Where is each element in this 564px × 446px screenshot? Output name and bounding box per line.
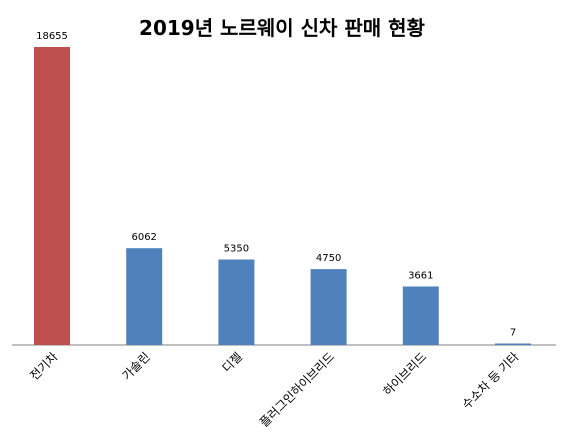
value-label-2: 5350 — [224, 244, 249, 255]
bars-group — [34, 47, 531, 345]
value-label-4: 3661 — [408, 271, 433, 282]
value-label-1: 6062 — [131, 232, 156, 243]
value-labels-group: 18655 6062 5350 4750 3661 7 — [36, 31, 516, 339]
category-label-3: 플러그인하이브리드 — [257, 350, 337, 430]
category-label-0: 전기차 — [27, 350, 60, 383]
category-label-1: 가솔린 — [119, 350, 152, 383]
bar-3 — [310, 269, 347, 345]
bar-4 — [402, 286, 439, 345]
chart-title: 2019년 노르웨이 신차 판매 현황 — [139, 16, 425, 40]
bar-1 — [126, 248, 163, 345]
value-label-5: 7 — [510, 328, 516, 339]
category-label-2: 디젤 — [219, 350, 245, 376]
category-label-5: 수소차 등 기타 — [459, 350, 521, 412]
category-labels-group: 전기차 가솔린 디젤 플러그인하이브리드 하이브리드 수소차 등 기타 — [27, 350, 521, 430]
value-label-3: 4750 — [316, 253, 341, 264]
bar-2 — [218, 259, 255, 345]
bar-5 — [495, 343, 531, 345]
value-label-0: 18655 — [36, 31, 68, 42]
category-label-4: 하이브리드 — [380, 350, 429, 399]
bar-0 — [34, 47, 70, 345]
